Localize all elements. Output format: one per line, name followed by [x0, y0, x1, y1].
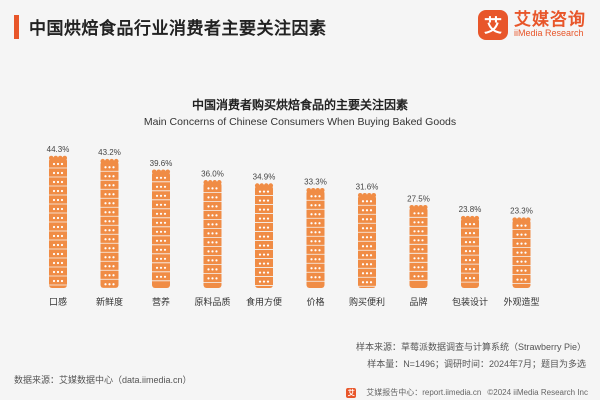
category-label: 价格	[306, 296, 324, 308]
report-site: 艾媒报告中心：report.iimedia.cn	[366, 388, 482, 397]
sample-notes: 样本来源：草莓派数据调查与计算系统（Strawberry Pie） 样本量：N=…	[356, 339, 586, 373]
chart-title: 中国消费者购买烘焙食品的主要关注因素	[191, 98, 408, 112]
value-label: 23.8%	[459, 205, 482, 214]
value-label: 43.2%	[98, 148, 121, 157]
bar	[151, 169, 171, 288]
brand-logo: 艾 艾媒咨询 iiMedia Research	[478, 10, 586, 40]
bar	[100, 158, 119, 289]
bar	[409, 205, 428, 288]
category-label: 外观造型	[503, 296, 539, 308]
category-label: 口感	[49, 296, 67, 308]
value-label: 23.3%	[510, 207, 533, 216]
sample-info: 样本量：N=1496；调研时间：2024年7月；题目为多选	[367, 359, 586, 369]
logo-name: 艾媒咨询	[514, 9, 586, 29]
data-source: 数据来源：艾媒数据中心（data.iimedia.cn）	[14, 375, 192, 385]
category-label: 新鲜度	[96, 296, 123, 308]
value-label: 44.3%	[47, 145, 70, 154]
category-label: 购买便利	[349, 296, 385, 308]
bar	[48, 155, 68, 288]
bar	[254, 183, 274, 288]
bar	[512, 217, 531, 288]
category-label: 营养	[152, 296, 170, 308]
sample-source: 样本来源：草莓派数据调查与计算系统（Strawberry Pie）	[355, 342, 586, 352]
copyright: ©2024 iiMedia Research Inc	[487, 388, 588, 397]
bar	[306, 187, 325, 288]
copyright-line: 艾 艾媒报告中心：report.iimedia.cn ©2024 iiMedia…	[346, 387, 588, 398]
title-accent-bar	[14, 14, 19, 39]
value-label: 31.6%	[356, 182, 379, 191]
page-header: 中国烘焙食品行业消费者主要关注因素	[14, 14, 327, 39]
bar	[357, 192, 377, 288]
logo-mark-icon: 艾	[478, 10, 508, 40]
value-label: 33.3%	[304, 177, 327, 186]
value-label: 27.5%	[407, 194, 430, 203]
category-label: 品牌	[409, 296, 427, 308]
value-label: 34.9%	[253, 173, 276, 182]
value-label: 36.0%	[201, 169, 224, 178]
category-label: 食用方便	[246, 296, 282, 308]
bar	[460, 215, 480, 288]
value-label: 39.6%	[150, 159, 173, 168]
category-label: 原料品质	[194, 296, 230, 308]
logo-subtitle: iiMedia Research	[514, 28, 584, 39]
mini-logo-icon: 艾	[346, 387, 357, 398]
bar	[203, 180, 222, 288]
chart-subtitle: Main Concerns of Chinese Consumers When …	[143, 116, 457, 128]
category-label: 包装设计	[452, 296, 488, 308]
page-title: 中国烘焙食品行业消费者主要关注因素	[29, 19, 327, 38]
